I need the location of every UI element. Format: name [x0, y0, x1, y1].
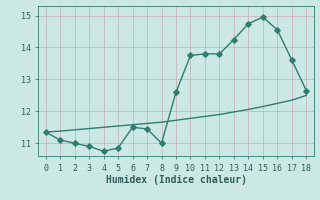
- X-axis label: Humidex (Indice chaleur): Humidex (Indice chaleur): [106, 175, 246, 185]
